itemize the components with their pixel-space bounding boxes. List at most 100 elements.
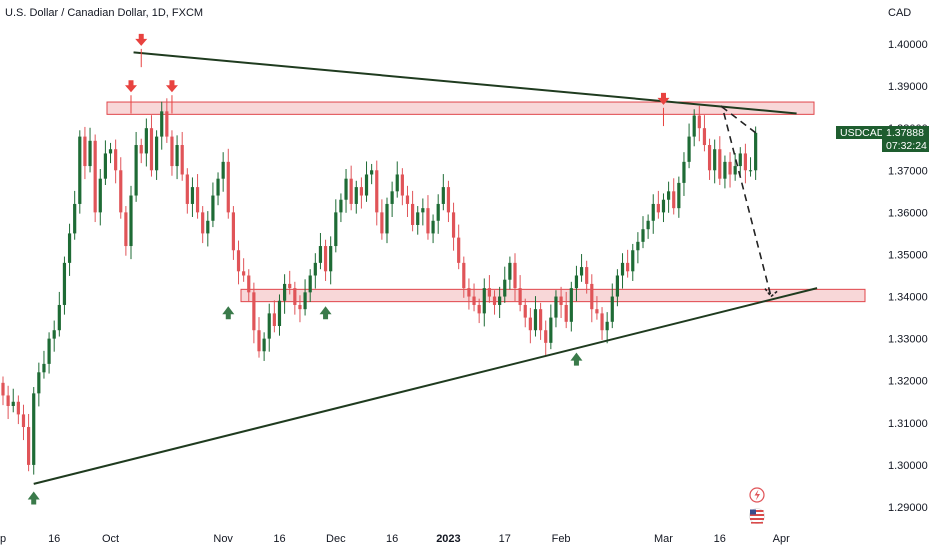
candle-body [288,283,292,289]
candle [610,283,614,329]
y-tick-label: 1.30000 [888,460,928,472]
candle-body [446,187,451,213]
candle [308,269,312,303]
candle [656,190,660,219]
candle [293,281,297,315]
candle [114,139,118,184]
candle [139,138,143,164]
candle-body [728,161,732,175]
candle [313,253,317,289]
candle [569,281,573,332]
candle-body [733,166,737,175]
up-arrow-marker [222,306,235,320]
candle [134,131,138,202]
candle-body [370,170,374,175]
down-arrow-icon [165,80,178,93]
x-tick-label: 16 [714,533,726,545]
candle [354,180,358,214]
candle [67,223,72,276]
candle-body [277,300,282,327]
candle [631,243,635,281]
price-tag-countdown: 07:32:24 [886,140,927,152]
candle [149,115,154,177]
candle-body [98,178,102,213]
x-tick-label: 16 [386,533,398,545]
candle [451,202,456,251]
down-arrow-marker [125,80,137,114]
candle [682,152,686,196]
x-tick-label: Dec [326,533,346,545]
candle-body [180,145,184,175]
candle-body [144,128,148,154]
candle [257,317,261,358]
y-tick-label: 1.37000 [888,165,928,177]
candle-body [574,275,579,289]
candle-body [221,161,225,179]
lightning-icon[interactable] [749,487,765,503]
candle-layer [1,98,758,475]
candle [661,193,666,223]
price-tag-symbol: USDCAD [840,127,885,139]
candle [620,253,625,289]
lower-trendline[interactable] [33,287,818,485]
candle [513,253,517,302]
candle [503,266,507,303]
candle-body [231,212,235,251]
candle-body [441,187,445,204]
candle-body [380,212,384,234]
candle [636,232,640,264]
upper-trendline[interactable] [133,51,797,115]
us-flag-icon[interactable] [749,508,765,524]
candle-body [293,288,297,305]
last-price-tag: USDCAD 1.37888 07:32:24 [836,126,929,152]
candle [303,279,307,316]
candle-body [692,115,696,137]
candle [21,404,26,441]
candle [754,126,758,180]
candle-body [252,292,256,331]
candle-body [385,203,389,234]
candle-body [334,212,338,247]
candle-body [682,161,686,183]
candle-body [67,233,72,263]
candle [651,194,655,234]
candle [487,275,491,303]
candle-body [477,304,481,314]
up-arrow-marker [570,352,583,366]
x-tick-label: Oct [102,533,119,545]
candle-body [585,267,589,284]
candle [733,153,737,181]
candle-body [303,292,307,310]
candle-body [661,199,666,213]
candle [11,388,15,413]
projection-path[interactable] [721,105,772,297]
candle-body [421,208,425,213]
candle-body [201,212,205,234]
candle-body [549,317,553,343]
x-tick-label: Nov [213,533,233,545]
candle [411,190,415,232]
candle [605,312,609,344]
candle-body [175,145,179,167]
candle-body [498,296,502,305]
x-tick-label: Feb [552,533,571,545]
candle-body [195,187,200,213]
candle [236,240,241,285]
candle [216,172,220,206]
candle [108,142,113,164]
candle [416,206,420,235]
candle-body [677,182,681,209]
candle [559,286,563,319]
candle-body [544,330,548,343]
candle-body [487,288,491,297]
candle-body [590,283,594,310]
candle-body [211,195,215,221]
candle-body [748,170,753,172]
candle [6,385,10,420]
candle-body [636,241,640,251]
y-tick-label: 1.32000 [888,376,928,388]
candle-body [242,271,246,276]
candle [718,136,722,186]
candle-body [83,136,87,167]
